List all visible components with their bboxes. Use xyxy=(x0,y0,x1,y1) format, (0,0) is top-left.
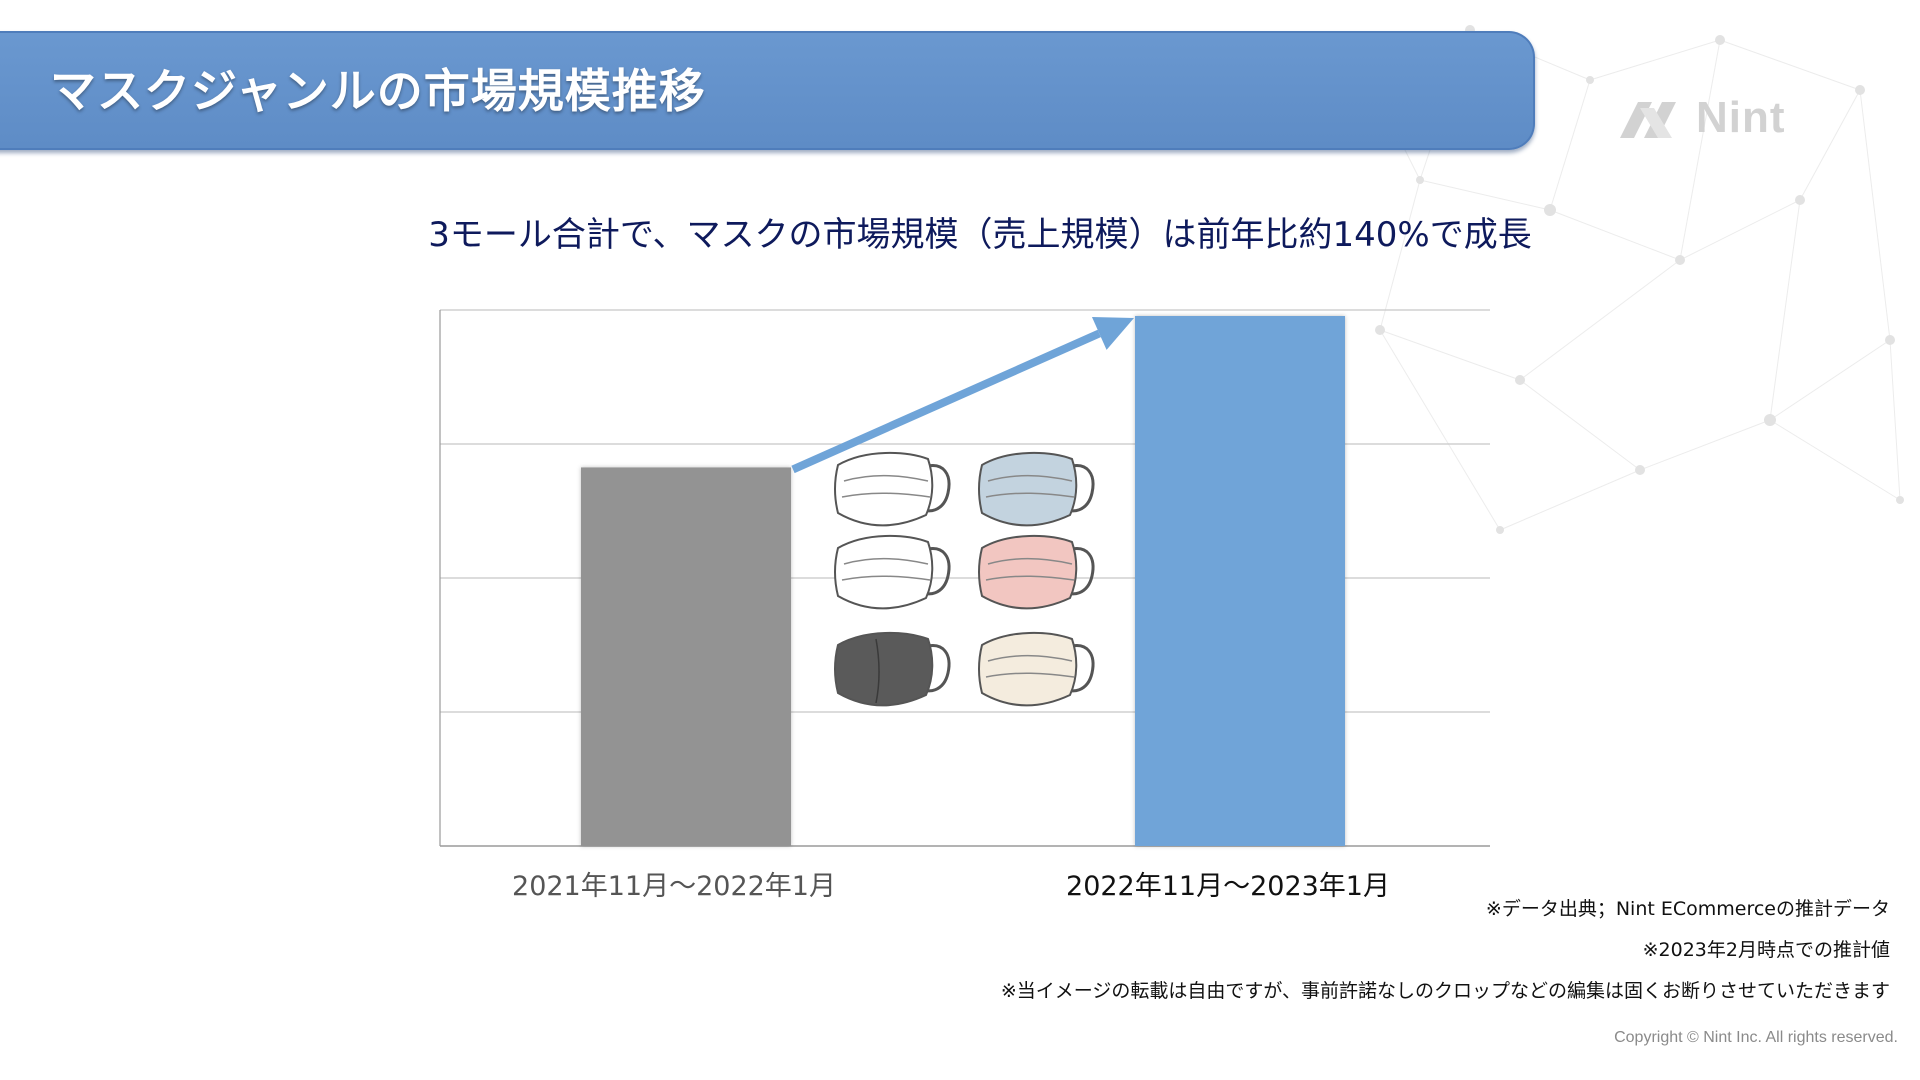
note-reuse-policy: ※当イメージの転載は自由ですが、事前許諾なしのクロップなどの編集は固くお断りさせ… xyxy=(1000,980,1890,1002)
note-estimate-date: ※2023年2月時点での推計値 xyxy=(1642,939,1890,961)
face-mask-icon xyxy=(834,452,951,527)
x-tick-label-2: 2022年11月〜2023年1月 xyxy=(1066,871,1390,902)
face-mask-icon xyxy=(978,632,1095,707)
nint-logo-icon xyxy=(1620,102,1676,138)
mask-illustrations xyxy=(834,452,1095,707)
note-data-source: ※データ出典；Nint ECommerceの推計データ xyxy=(1485,898,1890,920)
x-tick-label-1: 2021年11月〜2022年1月 xyxy=(512,871,836,902)
header-banner: マスクジャンルの市場規模推移 xyxy=(0,31,1535,150)
face-mask-icon xyxy=(834,535,951,610)
logo-text: Nint xyxy=(1696,93,1786,142)
trend-arrow-head xyxy=(1091,316,1134,350)
bar-1 xyxy=(581,467,791,846)
chart-subtitle: 3モール合計で、マスクの市場規模（売上規模）は前年比約140%で成長 xyxy=(428,215,1532,255)
page-title: マスクジャンルの市場規模推移 xyxy=(50,64,706,118)
copyright-text: Copyright © Nint Inc. All rights reserve… xyxy=(1614,1029,1898,1046)
face-mask-icon xyxy=(978,452,1095,527)
face-mask-icon xyxy=(834,632,951,707)
network-background-decoration xyxy=(1355,25,1904,534)
bar-2 xyxy=(1135,316,1345,846)
trend-arrow-shaft xyxy=(791,329,1101,474)
face-mask-icon xyxy=(978,535,1095,610)
